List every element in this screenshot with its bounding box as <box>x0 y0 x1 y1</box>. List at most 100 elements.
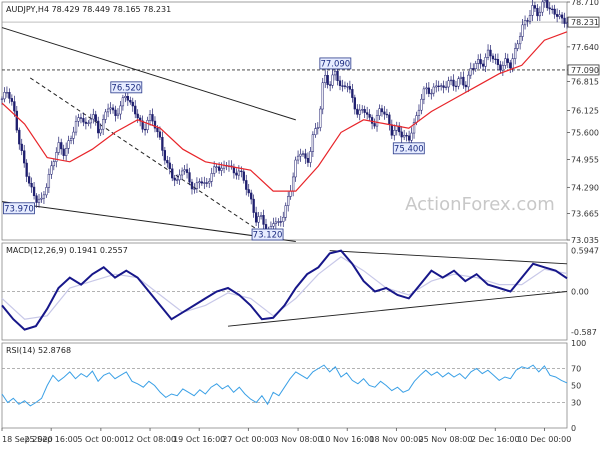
candle-body <box>427 87 430 94</box>
candle-body <box>420 98 423 111</box>
moving-average-line <box>1 31 568 192</box>
x-tick-label: 10 Nov 16:00 <box>320 435 374 444</box>
candle-body <box>405 134 408 137</box>
watermark: ActionForex.com <box>405 194 555 215</box>
candle-body <box>74 120 78 133</box>
swing-label-box <box>392 142 425 155</box>
candle-body <box>257 216 260 223</box>
candle-body <box>306 158 310 163</box>
candle-body <box>173 177 176 181</box>
candle-body <box>309 151 312 163</box>
candle-body <box>462 76 465 86</box>
candle-body <box>30 183 33 188</box>
candle-body <box>301 153 305 155</box>
candle-body <box>454 85 458 88</box>
candle-body <box>18 129 21 145</box>
candle-body <box>543 0 546 3</box>
candle-body <box>60 142 63 150</box>
candle-body <box>279 221 282 223</box>
candle-body <box>435 85 438 88</box>
candle-body <box>106 108 110 113</box>
candle-body <box>284 205 287 218</box>
candle-body <box>358 109 361 115</box>
macd-trendline-1 <box>227 291 568 327</box>
candle-body <box>407 135 411 141</box>
rsi-line <box>1 364 568 407</box>
candle-body <box>447 80 450 88</box>
candle-body <box>32 186 36 197</box>
candle-body <box>148 114 152 121</box>
candle-body <box>304 153 307 159</box>
price-y-tick-label: 76.125 <box>571 106 599 115</box>
candle-body <box>343 85 347 87</box>
swing-label-box <box>110 81 143 94</box>
candle-body <box>326 75 329 85</box>
price-y-tick-label: 74.955 <box>571 155 599 164</box>
candle-body <box>237 170 241 176</box>
candle-body <box>442 85 445 88</box>
candle-body <box>183 169 186 172</box>
candle-body <box>518 36 522 45</box>
candle-body <box>346 86 349 88</box>
swing-label-box <box>251 228 284 241</box>
candle-body <box>474 63 477 70</box>
candle-body <box>252 198 255 213</box>
candle-body <box>217 166 221 171</box>
candle-body <box>161 137 164 151</box>
candle-body <box>72 131 75 139</box>
candle-body <box>215 166 218 168</box>
candle-body <box>168 162 171 170</box>
candle-body <box>272 223 275 227</box>
price-y-tick-label: 74.290 <box>571 183 599 192</box>
candle-body <box>553 8 556 15</box>
candle-body <box>20 143 23 151</box>
candle-body <box>203 182 206 184</box>
candle-body <box>314 128 317 136</box>
candle-body <box>210 173 213 182</box>
rsi-y-tick-label: 0 <box>571 424 576 433</box>
macd-panel-title: MACD(12,26,9) 0.1941 0.2557 <box>6 246 128 255</box>
candle-body <box>378 108 381 116</box>
candle-body <box>509 62 512 69</box>
level-price-box <box>567 64 600 76</box>
swing-label-box <box>319 57 352 70</box>
candle-body <box>158 131 162 138</box>
candle-body <box>563 17 566 24</box>
candle-body <box>245 180 248 190</box>
candle-body <box>516 43 519 49</box>
candle-body <box>440 85 443 87</box>
price-y-tick-label: 73.665 <box>571 210 599 219</box>
candle-body <box>277 221 280 223</box>
price-y-tick-label: 73.035 <box>571 236 599 245</box>
candle-body <box>484 57 487 67</box>
candle-body <box>64 148 68 156</box>
candle-body <box>546 0 549 9</box>
macd-y-tick-label: 0.00 <box>571 288 589 297</box>
swing-label: 73.120 <box>253 231 283 241</box>
candle-body <box>528 15 532 22</box>
candle-body <box>188 172 191 183</box>
candle-body <box>176 179 179 181</box>
candle-body <box>55 152 58 162</box>
candle-body <box>324 75 327 84</box>
candle-body <box>479 59 482 65</box>
candle-body <box>514 48 517 59</box>
candle-body <box>558 14 561 17</box>
candle-body <box>92 114 95 120</box>
candle-body <box>193 188 196 190</box>
rsi-y-tick-label: 50 <box>571 382 581 391</box>
candle-body <box>368 114 371 118</box>
candle-body <box>469 68 472 76</box>
candle-body <box>99 128 102 134</box>
candle-body <box>533 5 537 9</box>
candle-body <box>102 119 105 130</box>
candle-body <box>348 86 352 90</box>
candle-body <box>129 100 132 103</box>
candle-body <box>373 123 376 127</box>
candle-body <box>477 59 480 64</box>
candle-body <box>319 108 322 128</box>
candle-body <box>536 8 539 17</box>
candle-body <box>287 196 290 206</box>
macd-y-tick-label: -0.587 <box>571 328 597 337</box>
candle-body <box>417 109 421 116</box>
